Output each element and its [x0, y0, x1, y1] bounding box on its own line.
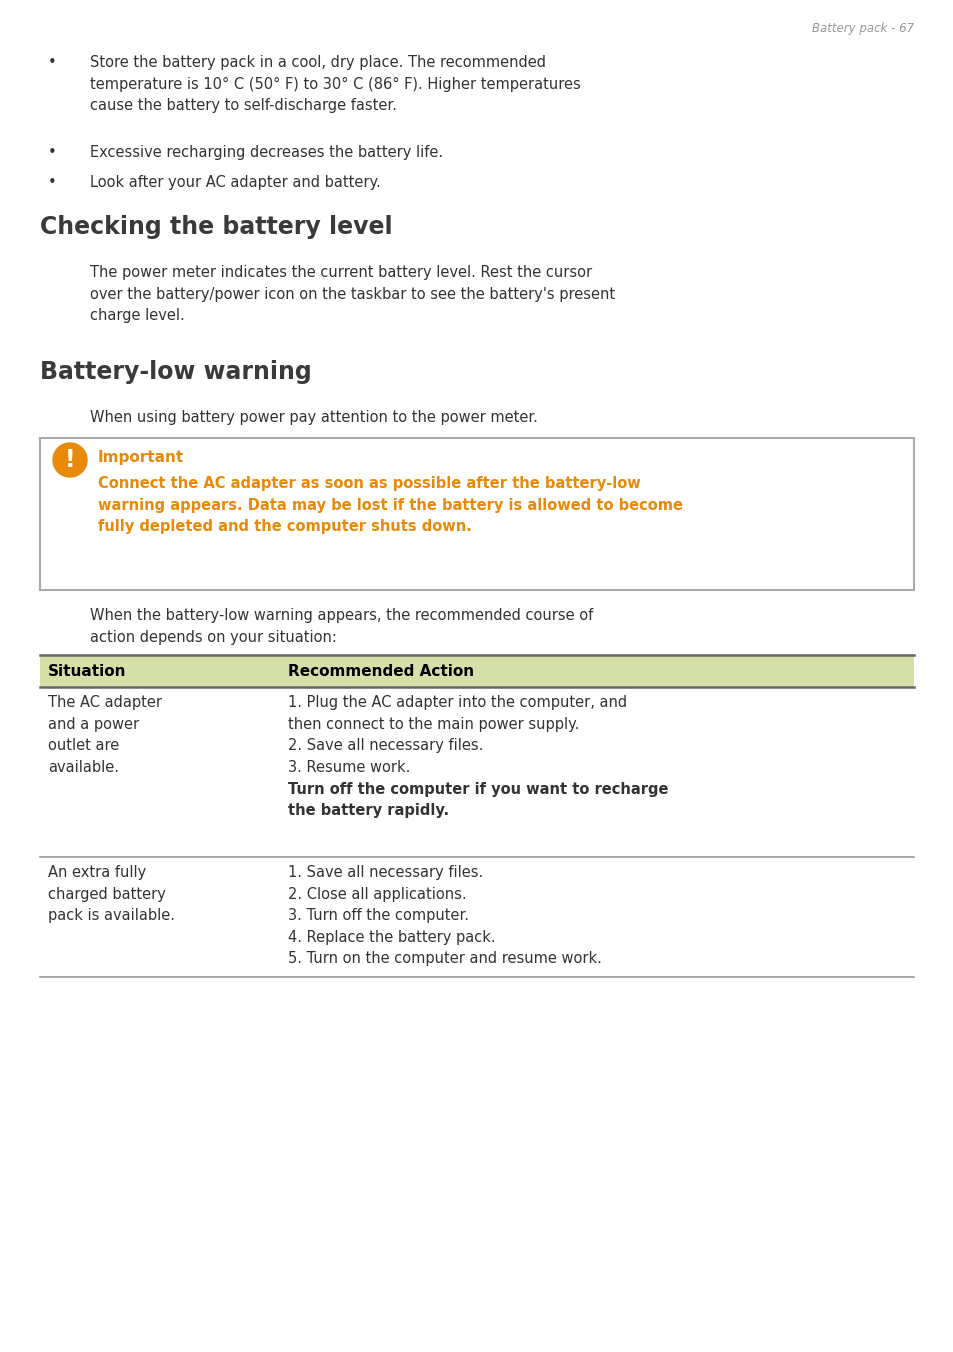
Text: An extra fully
charged battery
pack is available.: An extra fully charged battery pack is a… — [48, 865, 174, 923]
Circle shape — [53, 443, 87, 477]
Text: Recommended Action: Recommended Action — [288, 664, 474, 679]
Text: Situation: Situation — [48, 664, 127, 679]
FancyBboxPatch shape — [40, 654, 913, 687]
Text: •: • — [48, 174, 56, 191]
Text: Battery pack - 67: Battery pack - 67 — [811, 22, 913, 35]
Text: Connect the AC adapter as soon as possible after the battery-low
warning appears: Connect the AC adapter as soon as possib… — [98, 476, 682, 534]
Text: Turn off the computer if you want to recharge
the battery rapidly.: Turn off the computer if you want to rec… — [288, 781, 668, 818]
FancyBboxPatch shape — [40, 438, 913, 589]
Text: •: • — [48, 55, 56, 70]
Text: Battery-low warning: Battery-low warning — [40, 360, 312, 384]
Text: When using battery power pay attention to the power meter.: When using battery power pay attention t… — [90, 410, 537, 425]
Text: 1. Save all necessary files.
2. Close all applications.
3. Turn off the computer: 1. Save all necessary files. 2. Close al… — [288, 865, 601, 967]
Text: Important: Important — [98, 450, 184, 465]
Text: Checking the battery level: Checking the battery level — [40, 215, 393, 239]
Text: 1. Plug the AC adapter into the computer, and
then connect to the main power sup: 1. Plug the AC adapter into the computer… — [288, 695, 626, 775]
Text: Look after your AC adapter and battery.: Look after your AC adapter and battery. — [90, 174, 380, 191]
Text: When the battery-low warning appears, the recommended course of
action depends o: When the battery-low warning appears, th… — [90, 608, 593, 645]
Text: The power meter indicates the current battery level. Rest the cursor
over the ba: The power meter indicates the current ba… — [90, 265, 615, 323]
Text: Excessive recharging decreases the battery life.: Excessive recharging decreases the batte… — [90, 145, 442, 160]
Text: •: • — [48, 145, 56, 160]
Text: The AC adapter
and a power
outlet are
available.: The AC adapter and a power outlet are av… — [48, 695, 162, 775]
Text: !: ! — [65, 448, 75, 472]
Text: Store the battery pack in a cool, dry place. The recommended
temperature is 10° : Store the battery pack in a cool, dry pl… — [90, 55, 580, 114]
